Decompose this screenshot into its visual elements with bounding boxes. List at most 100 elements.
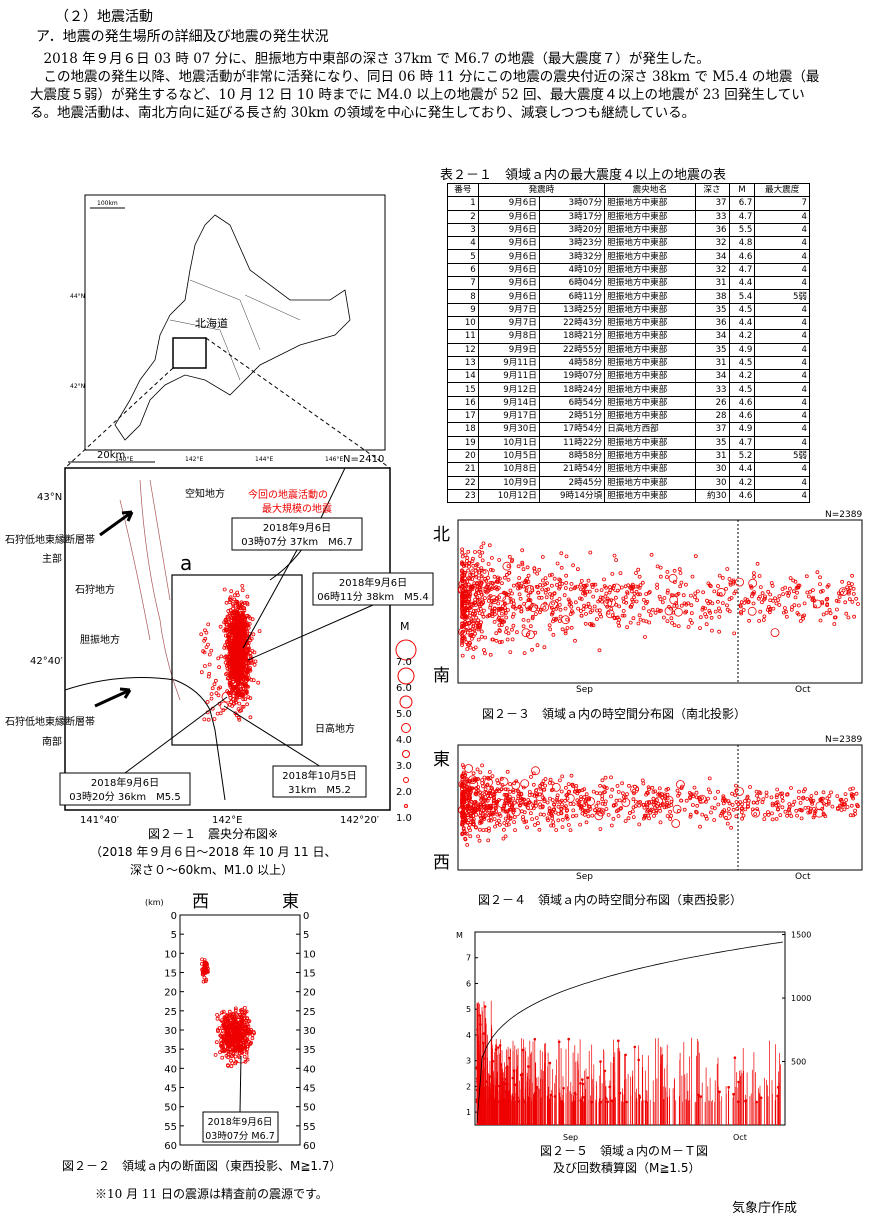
dot — [466, 549, 471, 554]
dot — [535, 643, 540, 648]
dot — [209, 692, 214, 696]
label: 2 — [466, 1082, 471, 1091]
dot — [476, 576, 481, 581]
label: 今回の地震活動の — [248, 488, 328, 501]
label: 40 — [303, 1064, 316, 1075]
label: Sep — [576, 872, 593, 882]
dot — [689, 593, 693, 598]
table-row: 5 9月6日 3時32分 胆振地方中東部 34 4.6 4 — [447, 249, 810, 264]
table-row: 19 10月1日 11時22分 胆振地方中東部 35 4.7 4 — [447, 435, 810, 450]
bar-head — [618, 1091, 622, 1095]
dot — [625, 625, 629, 630]
dot — [797, 603, 801, 608]
dot — [609, 794, 613, 799]
label: 06時11分 38km M5.4 — [317, 591, 428, 603]
bar-head — [633, 1045, 637, 1049]
bar-head — [737, 1080, 740, 1084]
dot — [571, 802, 576, 806]
dot — [257, 629, 262, 633]
label: Oct — [795, 685, 811, 695]
dot — [698, 615, 703, 620]
dot — [713, 796, 718, 800]
dot — [850, 582, 854, 586]
dot — [708, 790, 712, 795]
label: 東 — [282, 892, 299, 912]
dot — [805, 797, 810, 801]
dot — [821, 612, 826, 617]
heading: （２）地震活動 — [55, 9, 153, 25]
dot — [563, 798, 567, 803]
dot — [591, 789, 596, 794]
dot — [511, 583, 516, 588]
table-row: 16 9月14日 6時54分 胆振地方中東部 26 4.6 4 — [447, 395, 810, 411]
dot — [494, 638, 499, 643]
dot — [525, 825, 529, 830]
dot — [748, 785, 752, 789]
table-row: 22 10月9日 2時45分 胆振地方中東部 30 4.2 4 — [447, 475, 810, 490]
dot — [840, 579, 844, 584]
dot — [603, 799, 608, 804]
dot — [836, 599, 841, 604]
dot — [852, 614, 856, 619]
dot — [610, 572, 615, 576]
dot — [574, 813, 579, 818]
bar-head — [506, 1082, 509, 1086]
bar-head — [520, 1072, 524, 1076]
dot — [727, 577, 732, 581]
dot — [505, 769, 510, 774]
dot — [206, 622, 211, 627]
dot — [596, 800, 601, 805]
dot — [579, 579, 584, 583]
label: 03時20分 36km M5.5 — [69, 791, 180, 803]
dot — [716, 802, 721, 807]
dot — [799, 816, 804, 821]
dot — [747, 618, 751, 623]
dot — [253, 659, 258, 664]
dot — [521, 618, 526, 622]
table-row: 13 9月11日 4時58分 胆振地方中東部 31 4.5 4 — [447, 355, 810, 371]
dot — [707, 776, 712, 781]
dot — [617, 798, 622, 803]
dot — [631, 815, 636, 819]
dot — [494, 631, 499, 636]
bar-head — [606, 1100, 609, 1104]
dot — [573, 638, 577, 643]
dot — [584, 820, 589, 825]
dot — [545, 816, 550, 821]
dot — [563, 606, 568, 611]
dot — [240, 588, 245, 593]
dot — [482, 596, 487, 600]
dot — [590, 813, 595, 818]
dot — [682, 807, 687, 812]
dot — [725, 603, 729, 608]
label: Oct — [795, 872, 811, 882]
dot — [207, 662, 212, 667]
dot — [811, 588, 815, 592]
dot — [496, 818, 501, 823]
dot — [717, 629, 721, 634]
dot — [548, 796, 552, 801]
label: 10 — [303, 949, 316, 960]
dot — [679, 603, 684, 608]
dot — [471, 771, 476, 776]
label: 0 — [171, 911, 177, 922]
dot — [504, 615, 509, 620]
dot — [566, 782, 571, 786]
bar-head — [562, 1086, 565, 1090]
dot — [540, 602, 550, 612]
dot — [600, 599, 604, 604]
dot — [716, 789, 720, 794]
label: 日高地方 — [315, 722, 355, 735]
dot — [465, 843, 470, 847]
table-row: 15 9月12日 18時24分 胆振地方中東部 33 4.5 4 — [447, 382, 810, 397]
dot — [768, 598, 773, 603]
dot — [478, 554, 483, 558]
dot — [584, 612, 588, 616]
dot — [565, 626, 570, 630]
table-cell: 22時55分 — [538, 342, 606, 357]
dot — [530, 647, 534, 652]
dot — [670, 621, 674, 625]
dot — [556, 804, 561, 809]
dot — [520, 548, 525, 553]
dot — [488, 652, 493, 657]
